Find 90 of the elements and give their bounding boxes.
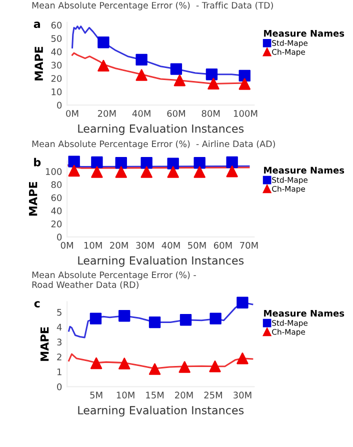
legend-title: Measure Names (264, 310, 344, 317)
chart-title: Mean Absolute Percentage Error (%) - Road Weather Data (RD) (32, 271, 196, 289)
x-tick-label: 25M (204, 392, 222, 399)
x-tick-label: 100M (234, 110, 258, 117)
y-tick-label: 1 (57, 368, 62, 376)
x-tick-label: 5M (90, 392, 102, 399)
y-axis-title: MAPE (29, 182, 38, 216)
y-tick-label: 20 (51, 220, 62, 228)
point (140, 157, 152, 169)
point (210, 312, 222, 324)
y-tick-label: 20 (51, 75, 62, 82)
point (180, 314, 192, 326)
x-tick-label: 20M (175, 392, 193, 399)
point (170, 63, 182, 75)
point (209, 360, 221, 372)
text: a (34, 22, 40, 28)
point (98, 60, 110, 72)
chart-title: Mean Absolute Percentage Error (%) - Traffic Data (TD) (32, 2, 273, 10)
x-tick-label: 10M (116, 392, 134, 399)
point (115, 166, 127, 178)
y-tick-label: 2 (57, 354, 62, 360)
x-tick-label: 30M (136, 242, 154, 249)
point (208, 78, 220, 90)
x-tick-label: 20M (98, 110, 116, 117)
x-tick-label: 60M (214, 242, 232, 249)
point (118, 358, 130, 370)
y-tick-label: 40 (51, 48, 62, 56)
text: b (34, 158, 41, 166)
point (90, 357, 102, 370)
point (226, 166, 238, 178)
point (118, 310, 130, 322)
y-tick-label: 80 (51, 181, 62, 188)
y-tick-label: 4 (56, 324, 62, 330)
y-tick-label: 30 (51, 62, 62, 69)
y-tick-label: 5 (57, 309, 62, 316)
x-tick-label: 15M (146, 392, 164, 399)
point (136, 54, 148, 66)
y-tick-label: 3 (57, 338, 62, 346)
point (238, 78, 250, 90)
point (91, 156, 103, 168)
x-tick-label: 40M (162, 242, 180, 249)
point (194, 157, 206, 169)
y-tick-label: 0 (57, 383, 62, 390)
point (148, 363, 161, 375)
x-tick-label: 70M (240, 242, 258, 249)
x-tick-label: 30M (234, 392, 252, 399)
point (167, 166, 179, 178)
point (140, 166, 152, 178)
point (236, 352, 248, 364)
x-axis-title: Learning Evaluation Instances (78, 256, 244, 267)
point (178, 361, 190, 373)
y-tick-label: 60 (51, 194, 62, 202)
legend-title: Measure Names (264, 166, 344, 174)
x-tick-label: 10M (84, 242, 102, 249)
y-tick-label: 0 (57, 102, 62, 109)
point (174, 74, 186, 86)
point (148, 316, 161, 328)
y-tick-label: 40 (51, 207, 62, 214)
point (194, 166, 206, 178)
x-tick-label: 50M (188, 242, 206, 249)
y-tick-label: 0 (57, 234, 62, 240)
x-tick-label: 80M (202, 110, 220, 117)
point (91, 166, 103, 178)
x-tick-label: 40M (132, 110, 150, 117)
text: c (34, 301, 40, 308)
point (90, 312, 102, 324)
y-tick-label: 60 (51, 22, 62, 29)
point (68, 156, 80, 168)
point (206, 68, 218, 80)
x-axis-title: Learning Evaluation Instances (78, 124, 244, 135)
point (98, 36, 110, 48)
x-tick-label: 0M (66, 110, 78, 117)
chart-title: Mean Absolute Percentage Error (%) - Airline Data (AD) (32, 140, 275, 149)
x-tick-label: 20M (110, 242, 128, 249)
point (115, 157, 127, 169)
y-axis-title: MAPE (34, 46, 43, 80)
y-tick-label: 50 (51, 35, 62, 42)
point (236, 296, 248, 308)
y-tick-label: 100 (46, 168, 62, 175)
point (167, 158, 179, 170)
y-tick-label: 10 (52, 88, 62, 96)
point (226, 156, 238, 168)
legend-title: Measure Names (264, 30, 344, 37)
point (238, 70, 250, 82)
x-axis-title: Learning Evaluation Instances (78, 406, 244, 417)
y-axis-title: MAPE (40, 327, 49, 361)
x-tick-label: 0M (60, 242, 73, 249)
point (136, 69, 148, 81)
x-tick-label: 60M (167, 110, 185, 117)
point (68, 164, 80, 177)
